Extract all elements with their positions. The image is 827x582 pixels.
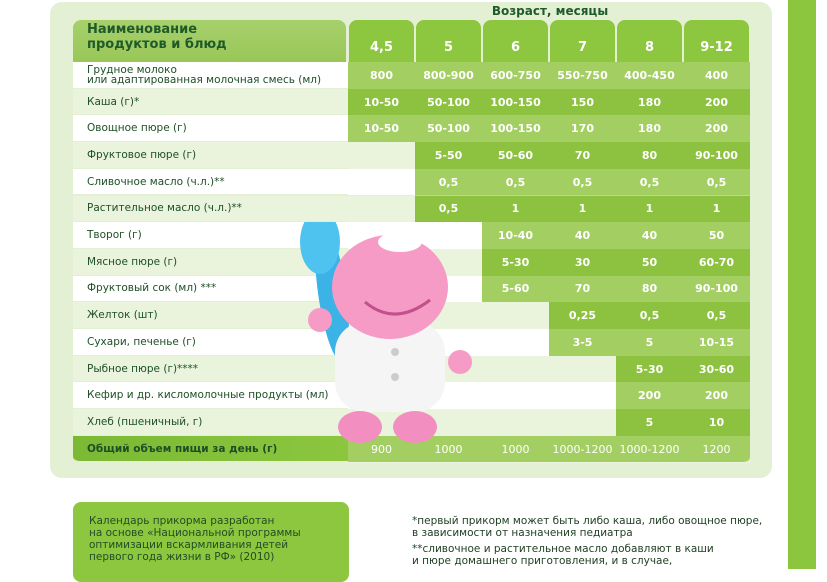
table-cell: 1	[549, 195, 616, 224]
total-cell: 900	[348, 436, 415, 464]
table-cell: 60-70	[683, 248, 750, 277]
table-cell: 0,5	[616, 302, 683, 330]
name-header: Наименование продуктов и блюд	[73, 20, 346, 62]
table-cell: 0,5	[415, 195, 482, 224]
table-cell: 30	[549, 248, 616, 277]
age-header-4: 8	[617, 20, 682, 62]
table-cell: 70	[549, 275, 616, 304]
table-cell: 600-750	[482, 62, 549, 90]
row-label: Фруктовое пюре (г)	[73, 142, 348, 169]
table-cell: 50-60	[482, 142, 549, 170]
table-cell: 1	[616, 195, 683, 224]
table-cell: 5-50	[415, 142, 482, 170]
table-cell: 0,5	[482, 168, 549, 197]
table-cell: 50	[616, 248, 683, 277]
table-cell: 50	[683, 222, 750, 250]
table-cell: 200	[683, 88, 750, 117]
table-cell: 400	[683, 62, 750, 90]
total-cell: 1000	[415, 436, 482, 464]
table-cell: 70	[549, 142, 616, 170]
row-label: Рыбное пюре (г)****	[73, 356, 348, 383]
table-cell: 0,5	[415, 168, 482, 197]
table-cell: 30-60	[683, 355, 750, 384]
age-header-2: 6	[483, 20, 548, 62]
row-label: Кефир и др. кисломолочные продукты (мл)	[73, 382, 348, 410]
row-label: Грудное молоко или адаптированная молочн…	[73, 62, 348, 89]
table-cell: 10	[683, 409, 750, 437]
table-cell: 1	[482, 195, 549, 224]
age-header-0: 4,5	[349, 20, 414, 62]
calendar-note: Календарь прикорма разработан на основе …	[73, 502, 349, 582]
table-cell: 0,25	[549, 302, 616, 330]
table-cell: 100-150	[482, 88, 549, 117]
total-cell: 1000-1200	[616, 436, 683, 464]
table-cell: 5	[616, 409, 683, 437]
table-cell: 40	[549, 222, 616, 250]
row-label: Творог (г)	[73, 222, 348, 249]
table-cell: 1	[683, 195, 750, 224]
table-cell: 0,5	[549, 168, 616, 197]
total-cell: 1200	[683, 436, 750, 464]
table-cell: 5-60	[482, 275, 549, 304]
table-cell: 90-100	[683, 275, 750, 304]
table-cell: 200	[616, 382, 683, 411]
table-cell: 5	[616, 329, 683, 357]
table-cell: 10-15	[683, 329, 750, 357]
total-cell: 1000-1200	[549, 436, 616, 464]
table-cell: 400-450	[616, 62, 683, 90]
table-cell: 800	[348, 62, 415, 90]
footnote-1: *первый прикорм может быть либо каша, ли…	[412, 515, 763, 539]
age-header-3: 7	[550, 20, 615, 62]
table-cell: 180	[616, 115, 683, 144]
row-label: Мясное пюре (г)	[73, 249, 348, 276]
row-label: Фруктовый сок (мл) ***	[73, 276, 348, 303]
footnote-2: **сливочное и растительное масло добавля…	[412, 543, 714, 567]
age-title: Возраст, месяцы	[491, 4, 609, 18]
row-label: Овощное пюре (г)	[73, 115, 348, 143]
total-cell: 1000	[482, 436, 549, 464]
table-cell: 40	[616, 222, 683, 250]
table-cell: 50-100	[415, 88, 482, 117]
row-label: Хлеб (пшеничный, г)	[73, 409, 348, 436]
row-label: Сухари, печенье (г)	[73, 329, 348, 356]
row-label: Каша (г)*	[73, 89, 348, 116]
table-cell: 170	[549, 115, 616, 144]
table-cell: 50-100	[415, 115, 482, 144]
table-cell: 200	[683, 382, 750, 411]
table-cell: 200	[683, 115, 750, 144]
hippo-mascot-illustration	[300, 222, 472, 443]
table-cell: 10-50	[348, 88, 415, 117]
table-cell: 180	[616, 88, 683, 117]
table-cell: 100-150	[482, 115, 549, 144]
table-cell: 3-5	[549, 329, 616, 357]
age-header-5: 9-12	[684, 20, 749, 62]
table-cell: 800-900	[415, 62, 482, 90]
table-cell: 0,5	[683, 302, 750, 330]
total-label: Общий объем пищи за день (г)	[73, 435, 348, 463]
table-cell: 5-30	[482, 248, 549, 277]
row-label: Растительное масло (ч.л.)**	[73, 196, 348, 223]
table-cell: 150	[549, 88, 616, 117]
table-cell: 80	[616, 142, 683, 170]
table-cell: 0,5	[616, 168, 683, 197]
side-accent-strip	[788, 0, 816, 569]
table-cell: 80	[616, 275, 683, 304]
age-header-1: 5	[416, 20, 481, 62]
table-cell: 5-30	[616, 355, 683, 384]
row-label: Желток (шт)	[73, 302, 348, 329]
table-cell: 0,5	[683, 168, 750, 197]
table-cell: 10-50	[348, 115, 415, 144]
row-label: Сливочное масло (ч.л.)**	[73, 169, 348, 196]
table-cell: 90-100	[683, 142, 750, 170]
table-cell: 10-40	[482, 222, 549, 250]
table-cell: 550-750	[549, 62, 616, 90]
